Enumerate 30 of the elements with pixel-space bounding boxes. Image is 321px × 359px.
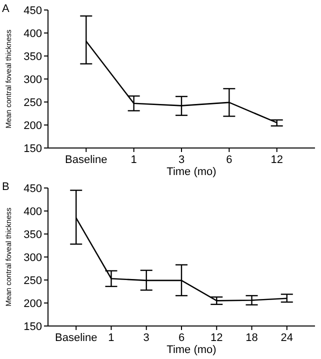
y-tick-label: 200 [24, 298, 42, 310]
x-axis-title: Time (mo) [166, 166, 216, 178]
x-tick-label: 24 [280, 332, 294, 344]
x-tick-label: 3 [143, 332, 150, 344]
y-tick-label: 450 [24, 182, 42, 195]
y-tick-label: 150 [24, 320, 42, 333]
x-tick-label: 12 [210, 332, 223, 344]
x-tick-label: Baseline [55, 332, 98, 344]
chart-title: A [2, 3, 10, 15]
y-tick-label: 350 [24, 228, 42, 241]
x-tick-label: 18 [246, 332, 258, 344]
x-tick-label: 1 [108, 332, 114, 344]
y-tick-label: 250 [24, 274, 42, 287]
y-tick-label: 250 [24, 96, 42, 109]
y-tick-label: 300 [24, 74, 42, 86]
chart-title: B [2, 181, 10, 193]
x-tick-label: 12 [270, 154, 283, 166]
y-tick-label: 300 [24, 252, 42, 264]
y-tick-label: 450 [24, 4, 42, 17]
x-tick-label: 1 [130, 154, 137, 166]
y-tick-label: 350 [24, 50, 42, 63]
y-tick-label: 200 [24, 120, 42, 132]
x-tick-label: 3 [178, 154, 185, 166]
x-axis-title: Time (mo) [166, 344, 216, 356]
x-tick-label: Baseline [65, 154, 108, 166]
y-tick-label: 400 [24, 28, 42, 40]
x-tick-label: 6 [178, 332, 185, 344]
y-tick-label: 400 [24, 206, 42, 218]
y-tick-label: 150 [24, 142, 42, 155]
x-tick-label: 6 [226, 154, 232, 166]
